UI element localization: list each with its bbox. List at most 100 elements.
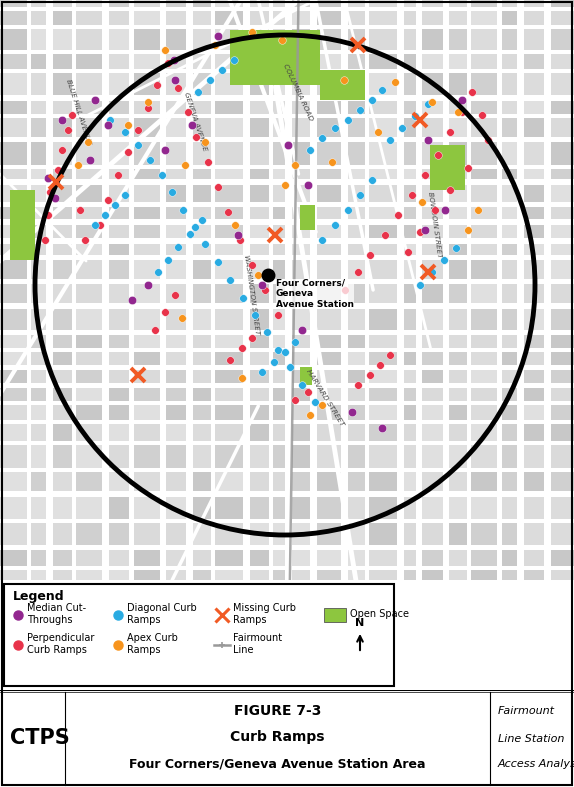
Bar bbox=[551, 284, 574, 303]
Bar bbox=[215, 335, 243, 348]
Bar bbox=[129, 0, 134, 580]
Bar bbox=[404, 260, 416, 279]
Bar bbox=[369, 73, 397, 95]
Bar bbox=[166, 550, 186, 566]
Bar bbox=[76, 284, 102, 303]
Bar bbox=[250, 284, 269, 303]
Bar bbox=[193, 335, 211, 348]
Bar bbox=[422, 472, 443, 491]
Bar bbox=[53, 73, 72, 95]
Bar bbox=[524, 472, 544, 491]
Bar bbox=[404, 570, 416, 580]
Bar bbox=[422, 523, 443, 545]
Bar bbox=[369, 0, 397, 7]
Bar bbox=[369, 309, 397, 330]
Bar bbox=[292, 169, 310, 179]
Bar bbox=[166, 388, 186, 401]
Bar bbox=[422, 284, 443, 303]
Bar bbox=[109, 550, 129, 566]
Bar bbox=[292, 101, 310, 114]
Bar bbox=[422, 309, 443, 330]
Bar bbox=[524, 335, 544, 348]
Bar bbox=[317, 570, 341, 580]
Bar bbox=[109, 169, 129, 179]
Bar bbox=[524, 169, 544, 179]
Bar bbox=[109, 497, 129, 519]
Bar bbox=[76, 388, 102, 401]
Bar bbox=[471, 570, 497, 580]
Bar bbox=[422, 207, 443, 219]
Bar bbox=[471, 523, 497, 545]
Bar bbox=[53, 225, 72, 238]
Bar bbox=[166, 0, 186, 7]
Bar bbox=[31, 284, 46, 303]
Bar bbox=[0, 519, 574, 523]
Bar bbox=[0, 219, 574, 225]
Bar bbox=[273, 445, 285, 468]
Bar bbox=[404, 550, 416, 566]
Bar bbox=[422, 11, 443, 25]
Bar bbox=[53, 424, 72, 441]
Bar bbox=[134, 225, 160, 238]
Bar bbox=[0, 118, 27, 137]
Bar bbox=[0, 441, 574, 445]
Bar bbox=[250, 472, 269, 491]
Bar bbox=[471, 101, 497, 114]
Bar bbox=[250, 11, 269, 25]
Bar bbox=[215, 0, 243, 7]
Bar bbox=[348, 118, 365, 137]
Bar bbox=[369, 29, 397, 50]
Bar bbox=[317, 445, 341, 468]
Bar bbox=[76, 29, 102, 50]
Bar bbox=[404, 225, 416, 238]
Bar bbox=[76, 142, 102, 165]
Bar bbox=[215, 497, 243, 519]
Bar bbox=[250, 101, 269, 114]
Bar bbox=[551, 29, 574, 50]
Bar bbox=[471, 497, 497, 519]
Bar bbox=[348, 101, 365, 114]
Bar bbox=[292, 445, 310, 468]
Bar bbox=[0, 445, 27, 468]
Bar bbox=[551, 0, 574, 7]
Bar bbox=[109, 0, 129, 7]
Bar bbox=[0, 365, 574, 370]
Bar bbox=[109, 405, 129, 420]
Bar bbox=[215, 309, 243, 330]
Bar bbox=[0, 238, 574, 244]
Bar bbox=[292, 29, 310, 50]
Bar bbox=[502, 284, 517, 303]
Bar bbox=[134, 118, 160, 137]
Bar bbox=[317, 352, 341, 365]
Bar bbox=[250, 424, 269, 441]
Bar bbox=[76, 309, 102, 330]
Bar bbox=[0, 142, 27, 165]
Bar bbox=[166, 445, 186, 468]
Bar bbox=[404, 142, 416, 165]
Bar bbox=[502, 309, 517, 330]
Bar bbox=[134, 309, 160, 330]
Bar bbox=[31, 142, 46, 165]
Bar bbox=[273, 73, 285, 95]
Bar bbox=[31, 0, 46, 7]
Bar bbox=[250, 260, 269, 279]
Bar bbox=[0, 137, 574, 142]
Bar bbox=[422, 405, 443, 420]
Bar bbox=[551, 424, 574, 441]
Bar bbox=[317, 54, 341, 69]
Bar bbox=[551, 142, 574, 165]
Bar bbox=[471, 284, 497, 303]
Bar bbox=[53, 0, 72, 7]
Bar bbox=[404, 523, 416, 545]
Bar bbox=[72, 0, 76, 580]
Bar bbox=[134, 244, 160, 255]
Bar bbox=[160, 0, 166, 580]
Bar bbox=[449, 445, 467, 468]
Bar bbox=[193, 388, 211, 401]
Text: Fairmount
Line: Fairmount Line bbox=[233, 634, 282, 655]
Bar bbox=[134, 388, 160, 401]
Bar bbox=[193, 54, 211, 69]
Bar bbox=[193, 118, 211, 137]
Bar bbox=[449, 309, 467, 330]
Text: FIGURE 7-3: FIGURE 7-3 bbox=[234, 704, 321, 719]
